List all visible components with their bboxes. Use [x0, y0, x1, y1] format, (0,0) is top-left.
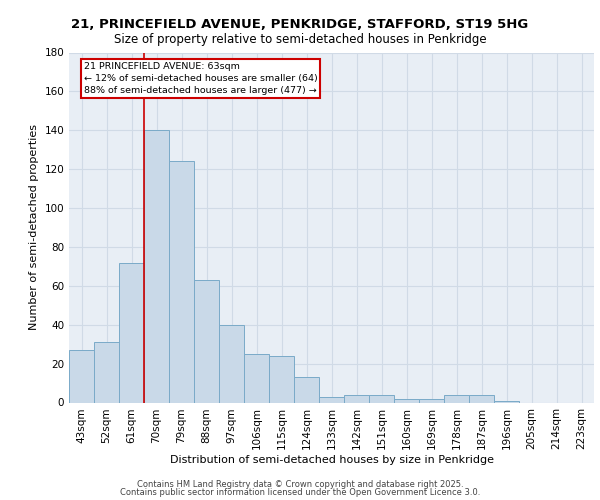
- Bar: [69, 350, 94, 403]
- Bar: [144, 130, 169, 402]
- Bar: [219, 324, 244, 402]
- Text: Size of property relative to semi-detached houses in Penkridge: Size of property relative to semi-detach…: [113, 34, 487, 46]
- Text: 21 PRINCEFIELD AVENUE: 63sqm
← 12% of semi-detached houses are smaller (64)
88% : 21 PRINCEFIELD AVENUE: 63sqm ← 12% of se…: [83, 62, 317, 95]
- Bar: [369, 394, 394, 402]
- X-axis label: Distribution of semi-detached houses by size in Penkridge: Distribution of semi-detached houses by …: [170, 455, 493, 465]
- Bar: [419, 398, 444, 402]
- Y-axis label: Number of semi-detached properties: Number of semi-detached properties: [29, 124, 39, 330]
- Bar: [469, 394, 494, 402]
- Bar: [194, 280, 219, 402]
- Text: 21, PRINCEFIELD AVENUE, PENKRIDGE, STAFFORD, ST19 5HG: 21, PRINCEFIELD AVENUE, PENKRIDGE, STAFF…: [71, 18, 529, 30]
- Bar: [119, 262, 144, 402]
- Bar: [269, 356, 294, 403]
- Bar: [444, 394, 469, 402]
- Bar: [494, 400, 519, 402]
- Bar: [244, 354, 269, 403]
- Bar: [294, 377, 319, 402]
- Bar: [319, 396, 344, 402]
- Bar: [94, 342, 119, 402]
- Bar: [394, 398, 419, 402]
- Text: Contains HM Land Registry data © Crown copyright and database right 2025.: Contains HM Land Registry data © Crown c…: [137, 480, 463, 489]
- Text: Contains public sector information licensed under the Open Government Licence 3.: Contains public sector information licen…: [120, 488, 480, 497]
- Bar: [169, 162, 194, 402]
- Bar: [344, 394, 369, 402]
